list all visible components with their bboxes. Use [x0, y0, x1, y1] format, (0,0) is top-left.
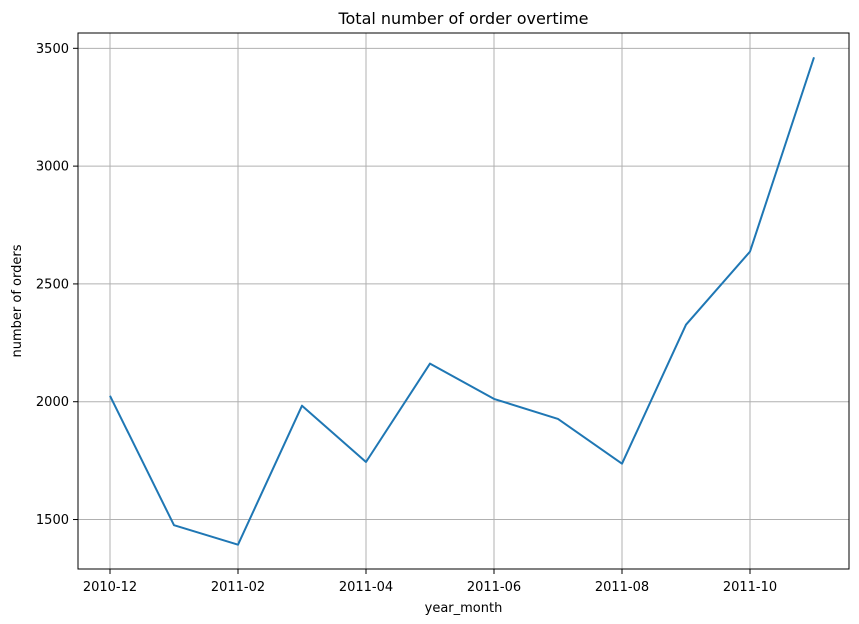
x-tick-label: 2011-08: [595, 580, 649, 595]
x-tick-label: 2011-10: [723, 580, 777, 595]
axis-ticks: 2010-12 2011-02 2011-04 2011-06 2011-08 2011-…: [36, 42, 777, 595]
series-layer: [109, 56, 815, 546]
y-tick-label: 1500: [36, 513, 69, 528]
y-tick-label: 3000: [36, 160, 69, 175]
y-tick-label: 3500: [36, 42, 69, 57]
grid-lines: [78, 33, 849, 569]
x-tick-label: 2011-06: [467, 580, 521, 595]
y-tick-label: 2000: [36, 395, 69, 410]
x-tick-label: 2011-02: [211, 580, 265, 595]
y-axis-label: number of orders: [10, 244, 25, 357]
x-tick-label: 2011-04: [339, 580, 393, 595]
x-tick-label: 2010-12: [83, 580, 137, 595]
y-tick-label: 2500: [36, 277, 69, 292]
x-axis-label: year_month: [425, 601, 503, 616]
series-line: [109, 56, 815, 546]
plot-area-frame: [77, 32, 850, 570]
chart-title: Total number of order overtime: [337, 9, 588, 28]
